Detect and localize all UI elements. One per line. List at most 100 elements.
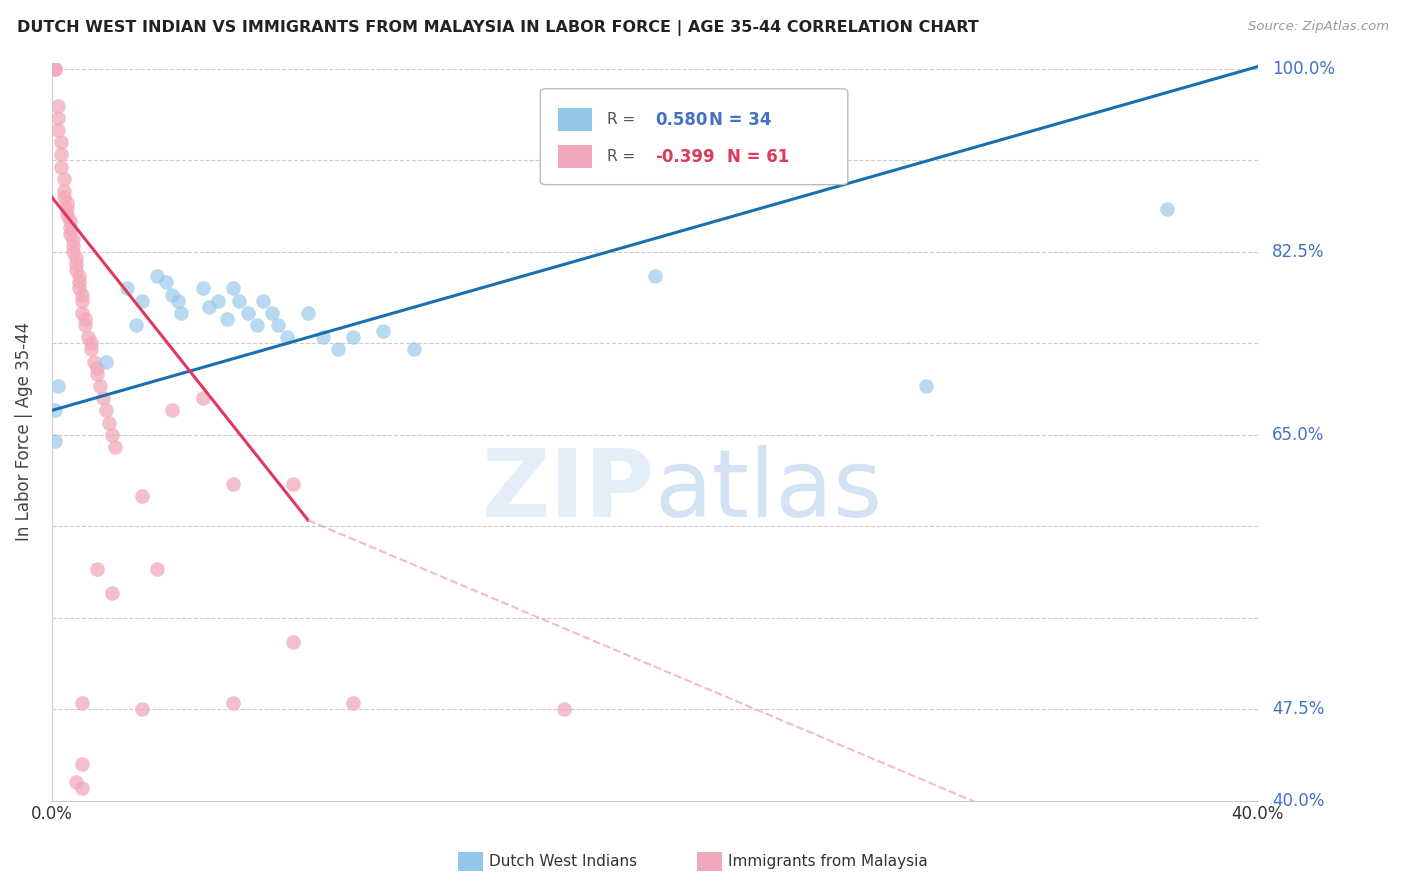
Point [62,244,84,259]
Point [162,287,184,301]
Text: Source: ZipAtlas.com: Source: ZipAtlas.com [1249,20,1389,33]
Bar [558,145,592,168]
Text: N = 61: N = 61 [727,147,789,166]
Text: 47.5%: 47.5% [1272,700,1324,718]
Point [215,312,238,326]
Point [70,781,93,796]
Point [644,269,666,284]
Point [131,293,153,308]
Text: R =: R = [606,149,640,164]
Point [101,586,124,600]
Point [86,360,108,375]
Point [197,300,219,314]
Point [373,324,395,338]
Point [52,184,75,198]
Text: -0.399: -0.399 [655,147,714,166]
Point [260,306,283,320]
Point [70,696,93,710]
Point [86,367,108,381]
Point [89,379,111,393]
Point [46,123,69,137]
Point [191,281,214,295]
Point [94,354,117,368]
Y-axis label: In Labor Force | Age 35-44: In Labor Force | Age 35-44 [15,322,32,541]
Text: ZIP: ZIP [482,445,655,537]
Point [252,293,274,308]
Point [59,220,82,235]
Point [67,269,90,284]
Point [80,343,103,357]
Point [104,440,127,454]
Point [553,702,575,716]
Point [91,391,114,405]
Point [62,233,84,247]
Point [65,775,87,789]
Point [328,343,350,357]
Point [83,354,105,368]
Point [86,562,108,576]
Point [191,391,214,405]
Point [125,318,148,332]
Point [281,476,304,491]
Point [170,306,193,320]
Point [236,306,259,320]
Point [67,276,90,290]
Point [915,379,938,393]
Text: atlas: atlas [655,445,883,537]
Text: 65.0%: 65.0% [1272,425,1324,444]
Point [131,489,153,503]
Point [101,427,124,442]
Text: 82.5%: 82.5% [1272,243,1324,261]
Point [94,403,117,417]
Point [65,251,87,265]
Point [46,379,69,393]
Text: N = 34: N = 34 [709,111,772,128]
Point [44,403,66,417]
Point [146,269,169,284]
Point [62,239,84,253]
Point [73,312,96,326]
FancyBboxPatch shape [540,88,848,185]
Point [49,160,72,174]
Point [267,318,290,332]
Point [162,403,184,417]
Point [221,476,243,491]
Text: Immigrants from Malaysia: Immigrants from Malaysia [728,855,928,869]
Point [59,214,82,228]
Point [312,330,335,344]
Point [46,111,69,125]
Point [77,330,100,344]
Point [98,416,121,430]
Point [281,635,304,649]
Point [67,281,90,295]
Bar [558,108,592,131]
Point [146,562,169,576]
Point [207,293,229,308]
Point [49,135,72,149]
Point [73,318,96,332]
Point [56,202,79,217]
Point [70,287,93,301]
Text: DUTCH WEST INDIAN VS IMMIGRANTS FROM MALAYSIA IN LABOR FORCE | AGE 35-44 CORRELA: DUTCH WEST INDIAN VS IMMIGRANTS FROM MAL… [17,20,979,36]
Point [52,190,75,204]
Point [167,293,190,308]
Point [228,293,250,308]
Point [70,293,93,308]
Point [49,147,72,161]
Point [342,696,364,710]
Point [131,702,153,716]
Text: R =: R = [606,112,640,128]
Point [46,98,69,112]
Point [65,263,87,277]
Point [52,171,75,186]
Point [44,62,66,76]
Point [297,306,319,320]
Text: Dutch West Indians: Dutch West Indians [489,855,637,869]
Point [70,306,93,320]
Point [56,208,79,222]
Point [44,62,66,76]
Point [221,281,243,295]
Point [56,196,79,211]
Point [1156,202,1178,217]
Point [65,257,87,271]
